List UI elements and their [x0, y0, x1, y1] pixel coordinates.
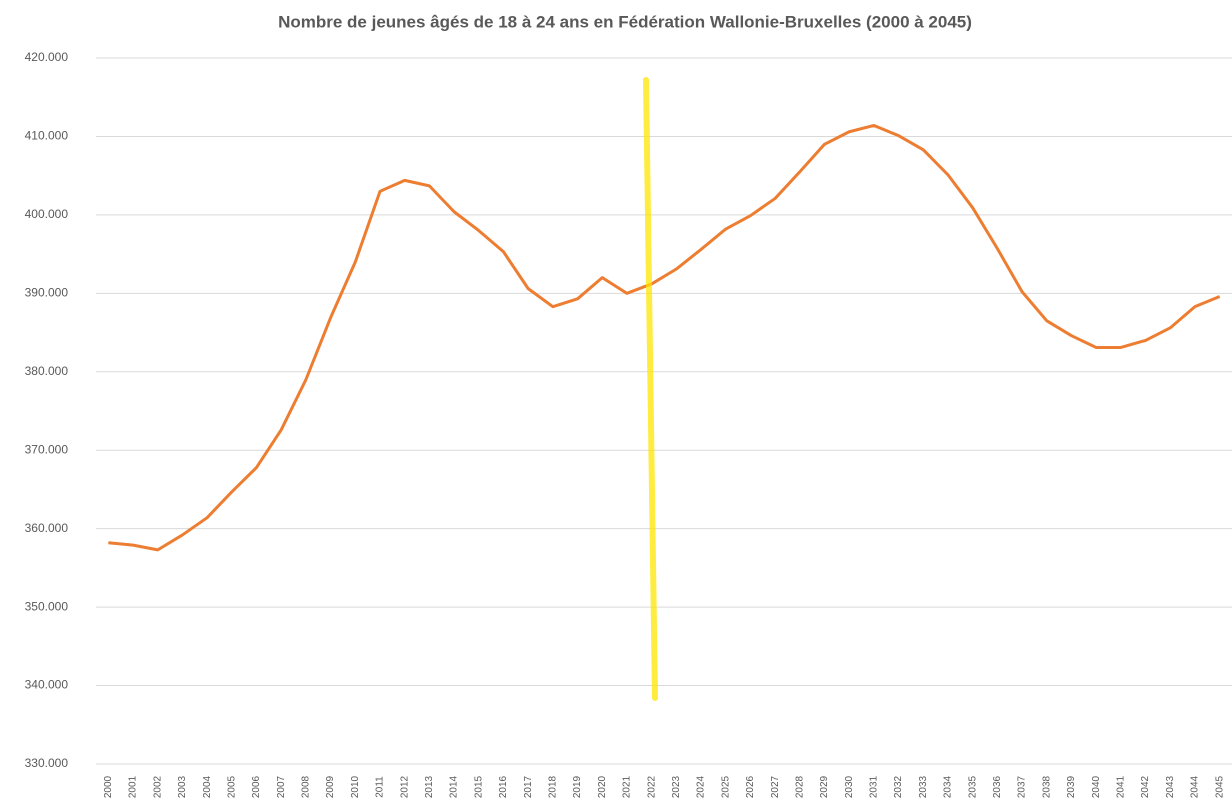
- x-tick-label: 2045: [1214, 775, 1225, 798]
- x-tick-label: 2034: [943, 775, 954, 798]
- x-tick-label: 2015: [473, 775, 484, 798]
- x-tick-label: 2010: [350, 775, 361, 798]
- x-tick-label: 2013: [424, 775, 435, 798]
- x-tick-label: 2032: [893, 775, 904, 798]
- x-tick-label: 2036: [992, 775, 1003, 798]
- x-tick-label: 2040: [1091, 775, 1102, 798]
- x-tick-label: 2041: [1116, 775, 1127, 798]
- y-tick-label: 370.000: [25, 442, 69, 456]
- y-tick-label: 380.000: [25, 364, 69, 378]
- x-tick-label: 2020: [597, 775, 608, 798]
- x-tick-label: 2043: [1165, 775, 1176, 798]
- y-tick-label: 330.000: [25, 756, 69, 770]
- y-tick-label: 390.000: [25, 286, 69, 300]
- x-tick-label: 2042: [1140, 775, 1151, 798]
- x-tick-label: 2004: [202, 775, 213, 798]
- x-tick-label: 2037: [1017, 775, 1028, 798]
- x-tick-label: 2012: [399, 775, 410, 798]
- highlight-marker: [643, 77, 658, 701]
- x-tick-label: 2038: [1041, 775, 1052, 798]
- x-tick-label: 2025: [720, 775, 731, 798]
- data-line: [108, 123, 1221, 552]
- x-tick-label: 2033: [918, 775, 929, 798]
- x-tick-label: 2030: [844, 775, 855, 798]
- x-tick-label: 2006: [251, 775, 262, 798]
- x-tick-label: 2028: [794, 775, 805, 798]
- x-tick-label: 2016: [498, 775, 509, 798]
- x-tick-label: 2022: [646, 775, 657, 798]
- x-tick-label: 2011: [375, 776, 386, 798]
- chart-title: Nombre de jeunes âgés de 18 à 24 ans en …: [278, 12, 972, 31]
- y-tick-label: 410.000: [25, 129, 69, 143]
- x-tick-label: 2002: [152, 775, 163, 798]
- y-tick-label: 350.000: [25, 599, 69, 613]
- x-tick-label: 2044: [1190, 775, 1201, 798]
- x-tick-label: 2031: [869, 775, 880, 798]
- x-tick-label: 2017: [523, 775, 534, 798]
- x-tick-label: 2000: [103, 775, 114, 798]
- x-tick-label: 2008: [301, 775, 312, 798]
- x-tick-label: 2018: [548, 775, 559, 798]
- x-tick-label: 2027: [770, 775, 781, 798]
- x-tick-label: 2009: [325, 775, 336, 798]
- y-tick-label: 400.000: [25, 207, 69, 221]
- y-tick-label: 420.000: [25, 50, 69, 64]
- x-tick-label: 2003: [177, 775, 188, 798]
- x-tick-label: 2039: [1066, 775, 1077, 798]
- x-tick-label: 2007: [276, 775, 287, 798]
- x-tick-label: 2029: [819, 775, 830, 798]
- x-tick-label: 2021: [622, 775, 633, 798]
- x-tick-label: 2035: [967, 775, 978, 798]
- x-tick-label: 2023: [671, 775, 682, 798]
- x-tick-label: 2019: [572, 775, 583, 798]
- x-tick-label: 2005: [226, 775, 237, 798]
- y-tick-label: 340.000: [25, 678, 69, 692]
- y-tick-label: 360.000: [25, 521, 69, 535]
- x-tick-label: 2014: [449, 775, 460, 798]
- x-tick-label: 2026: [745, 775, 756, 798]
- x-tick-label: 2001: [128, 775, 139, 798]
- x-tick-label: 2024: [696, 775, 707, 798]
